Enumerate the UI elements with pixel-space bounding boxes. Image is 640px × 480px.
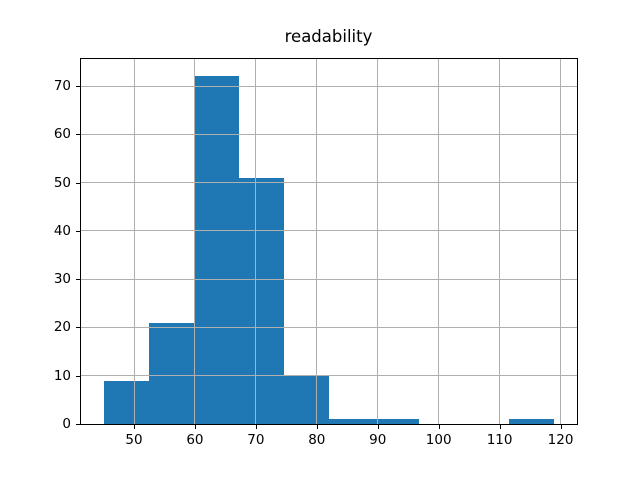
- x-axis-tick-label: 60: [186, 432, 204, 448]
- y-axis-tick-label: 0: [62, 416, 71, 432]
- y-axis-tick-label: 40: [53, 222, 71, 239]
- gridline-vertical: [133, 59, 135, 424]
- x-axis-tick: [499, 425, 501, 429]
- gridline-vertical: [194, 59, 196, 424]
- gridline-horizontal: [81, 133, 577, 135]
- x-axis-tick-label: 110: [486, 432, 513, 448]
- y-axis-tick: [76, 134, 80, 136]
- y-axis-tick: [76, 424, 80, 425]
- x-axis-tick: [134, 425, 135, 429]
- gridline-vertical: [560, 59, 562, 424]
- histogram-bar: [374, 419, 420, 424]
- x-axis-tick: [560, 425, 562, 429]
- x-axis-tick: [377, 425, 379, 429]
- histogram-bar: [283, 375, 329, 424]
- gridline-horizontal: [81, 230, 577, 232]
- gridline-horizontal: [81, 182, 577, 184]
- plot-inner: [81, 59, 577, 424]
- gridline-horizontal: [81, 278, 577, 280]
- histogram-bar: [329, 419, 375, 424]
- x-axis-tick: [316, 425, 318, 429]
- y-axis-tick: [76, 230, 80, 232]
- x-axis-tick-label: 90: [369, 432, 387, 448]
- gridline-vertical: [499, 59, 501, 424]
- gridline-vertical: [255, 59, 257, 424]
- gridline-horizontal: [81, 326, 577, 328]
- y-axis-tick-label: 70: [53, 78, 71, 95]
- y-axis-tick: [76, 327, 80, 329]
- x-axis-tick-label: 100: [425, 432, 452, 448]
- x-axis-tick: [255, 425, 257, 429]
- y-axis-tick: [76, 182, 80, 184]
- gridline-horizontal: [81, 423, 577, 424]
- histogram-bar: [103, 380, 149, 424]
- chart-title: readability: [284, 27, 373, 46]
- y-axis-tick-label: 10: [53, 367, 71, 384]
- gridline-vertical: [438, 59, 440, 424]
- gridline-vertical: [377, 59, 379, 424]
- gridline-horizontal: [81, 85, 577, 87]
- x-axis-tick: [194, 425, 196, 429]
- y-axis-tick-label: 20: [53, 319, 71, 336]
- histogram-bar: [238, 177, 284, 424]
- gridline-horizontal: [81, 375, 577, 377]
- y-axis-tick-label: 30: [53, 271, 71, 288]
- histogram-bar: [509, 419, 555, 424]
- histogram-bar: [148, 322, 194, 424]
- plot-area: [80, 58, 578, 425]
- histogram-bar: [193, 76, 239, 424]
- x-axis-tick-label: 80: [308, 432, 326, 448]
- x-axis-tick-label: 70: [247, 432, 265, 448]
- gridline-vertical: [316, 59, 318, 424]
- y-axis-tick: [76, 375, 80, 377]
- y-axis-tick: [76, 279, 80, 281]
- y-axis-tick: [76, 86, 80, 88]
- x-axis-tick-label: 50: [125, 432, 143, 448]
- x-axis-tick-label: 120: [547, 432, 574, 448]
- y-axis-tick-label: 50: [53, 174, 71, 191]
- y-axis-tick-label: 60: [53, 126, 71, 143]
- x-axis-tick: [438, 425, 440, 429]
